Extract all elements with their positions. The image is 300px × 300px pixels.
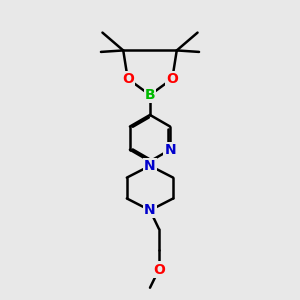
Text: O: O (122, 72, 134, 86)
Text: N: N (164, 143, 176, 157)
Text: N: N (144, 159, 156, 173)
Text: N: N (144, 203, 156, 217)
Text: B: B (145, 88, 155, 102)
Text: O: O (153, 262, 165, 277)
Text: O: O (167, 72, 178, 86)
